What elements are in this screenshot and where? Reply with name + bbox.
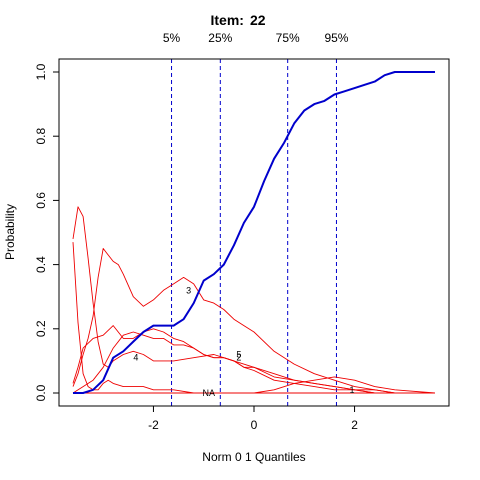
curve-label-5: 5 xyxy=(236,349,241,359)
distractor-curve-4 xyxy=(72,206,435,394)
quantile-label-1: 25% xyxy=(208,31,232,45)
correct-curve-line xyxy=(73,71,435,394)
y-axis: 0.0 0.2 0.4 0.6 0.8 1.0 xyxy=(34,63,60,401)
y-tick-label-3: 0.6 xyxy=(34,192,48,209)
x-axis-label: Norm 0 1 Quantiles xyxy=(202,450,305,464)
quantile-labels: 5% 25% 75% 95% xyxy=(163,31,349,45)
y-tick-label-4: 0.8 xyxy=(34,128,48,145)
y-axis-label: Probability xyxy=(3,204,17,260)
quantile-label-2: 75% xyxy=(276,31,300,45)
x-tick-label-0: -2 xyxy=(148,418,159,432)
quantile-lines xyxy=(171,59,337,406)
chart-title-prefix: Item: xyxy=(210,12,243,28)
curve-label-2: 2 xyxy=(236,353,241,363)
curve-label-NA: NA xyxy=(202,388,215,398)
quantile-label-3: 95% xyxy=(324,31,348,45)
curve-label-1: 1 xyxy=(350,385,355,395)
y-tick-label-1: 0.2 xyxy=(34,320,48,337)
curve-label-3: 3 xyxy=(186,285,191,295)
x-axis: -2 0 2 xyxy=(148,405,358,432)
chart-title: Item: 22 xyxy=(210,12,265,28)
y-tick-label-0: 0.0 xyxy=(34,384,48,401)
x-tick-label-2: 2 xyxy=(351,418,358,432)
y-tick-label-5: 1.0 xyxy=(34,63,48,80)
curve-label-4: 4 xyxy=(133,353,138,363)
y-tick-label-2: 0.4 xyxy=(34,256,48,273)
chart-title-number: 22 xyxy=(250,12,266,28)
curve-labels: 1 2 3 4 5 NA xyxy=(133,285,354,398)
correct-curve xyxy=(73,71,435,394)
plot-area: 1 2 3 4 5 NA xyxy=(72,59,436,406)
x-tick-label-1: 0 xyxy=(251,418,258,432)
quantile-label-0: 5% xyxy=(163,31,181,45)
distractor-curve-3 xyxy=(72,248,435,394)
